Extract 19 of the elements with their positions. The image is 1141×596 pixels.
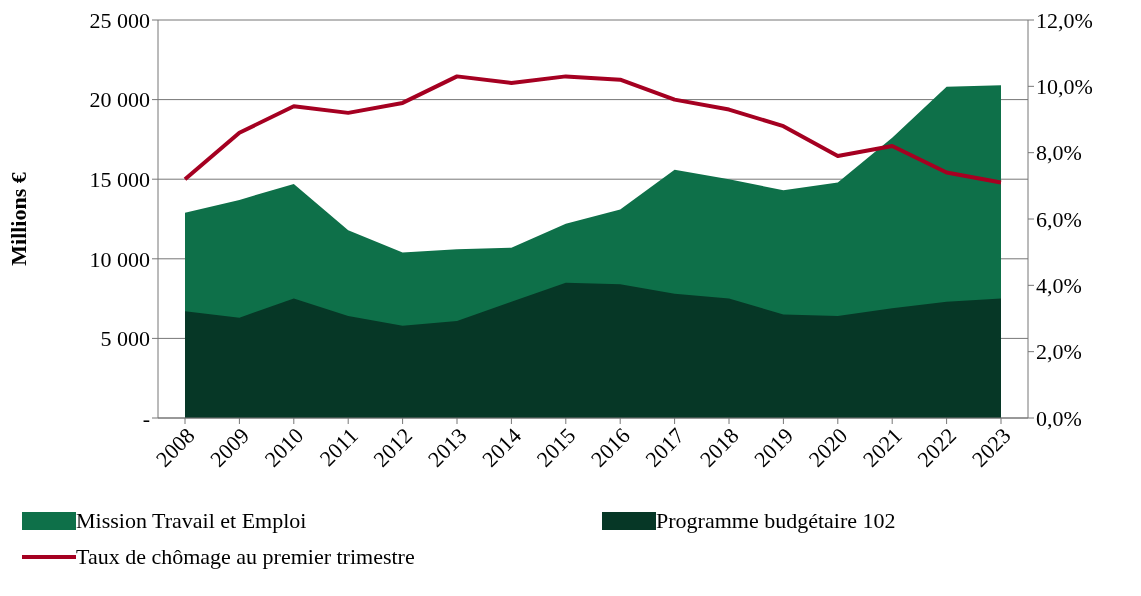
line-series bbox=[183, 74, 1003, 185]
y2-tick-label: 10,0% bbox=[1036, 74, 1093, 100]
y-tick-label: - bbox=[142, 405, 150, 431]
y-tick-label: 5 000 bbox=[100, 326, 150, 352]
y2-tick-label: 8,0% bbox=[1036, 140, 1082, 166]
y2-tick-label: 6,0% bbox=[1036, 206, 1082, 232]
x-tick-label: 2011 bbox=[314, 422, 363, 472]
legend-label: Taux de chômage au premier trimestre bbox=[76, 544, 415, 570]
y-tick-label: 10 000 bbox=[89, 246, 150, 272]
y-tick-label: 20 000 bbox=[89, 87, 150, 113]
y2-tick-label: 12,0% bbox=[1036, 7, 1093, 33]
y-tick-label: 25 000 bbox=[89, 7, 150, 33]
y-axis-title: Millions € bbox=[5, 172, 31, 266]
y2-tick-label: 0,0% bbox=[1036, 405, 1082, 431]
y2-tick-label: 4,0% bbox=[1036, 273, 1082, 299]
legend-label: Mission Travail et Emploi bbox=[76, 508, 307, 534]
legend-label: Programme budgétaire 102 bbox=[656, 508, 896, 534]
y2-tick-label: 2,0% bbox=[1036, 339, 1082, 365]
y-tick-label: 15 000 bbox=[89, 167, 150, 193]
